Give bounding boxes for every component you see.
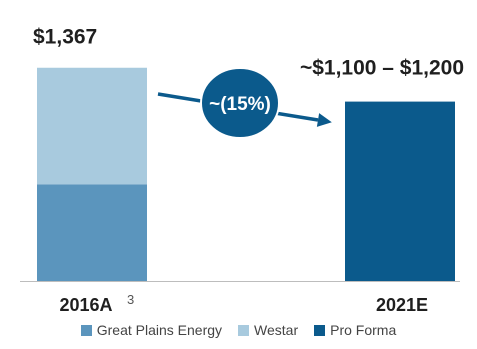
legend-swatch: [238, 324, 250, 336]
bar-2016a-great-plains-energy: [37, 184, 147, 281]
total-label-2021e: ~$1,100 – $1,200: [300, 57, 464, 80]
category-label-2021e: 2021E: [376, 295, 428, 315]
legend-swatch: [314, 324, 326, 336]
legend: Great Plains Energy Westar Pro Forma: [0, 322, 477, 338]
legend-swatch: [80, 324, 92, 336]
footnote-marker: 3: [127, 292, 134, 307]
legend-label: Westar: [254, 322, 299, 338]
legend-item-pro-forma: Pro Forma: [314, 322, 396, 338]
percent-change-badge: [200, 67, 280, 139]
legend-item-great-plains: Great Plains Energy: [80, 322, 223, 338]
bar-2016a-westar: [37, 67, 147, 185]
legend-label: Pro Forma: [330, 322, 397, 338]
category-label-2016a: 2016A: [59, 295, 112, 315]
total-label-2016a: $1,367: [33, 26, 97, 49]
bar-2021e-pro-forma: [345, 101, 455, 281]
legend-item-westar: Westar: [238, 322, 298, 338]
percent-change-label: ~(15%): [209, 94, 271, 115]
legend-label: Great Plains Energy: [96, 322, 223, 338]
arrow-head: [316, 113, 332, 127]
bar-chart: ~(15%) $1,367 ~$1,100 – $1,200 2016A 3 2…: [20, 26, 464, 315]
